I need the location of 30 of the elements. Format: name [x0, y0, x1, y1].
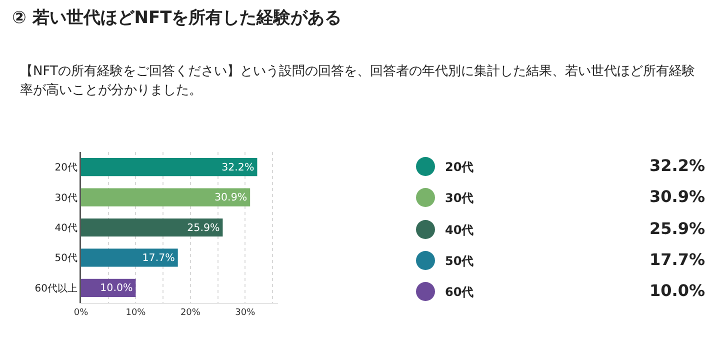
bar	[81, 248, 178, 267]
x-tick-label: 0%	[74, 308, 89, 318]
data-label: 32.2%	[222, 161, 254, 174]
data-label: 30.9%	[214, 192, 248, 204]
text: 60代	[445, 284, 474, 302]
text: 30代	[445, 190, 474, 208]
y-tick-label: 20代	[54, 162, 78, 174]
data-label: 10.0%	[100, 282, 133, 294]
y-tick-label: 60代以上	[34, 282, 78, 294]
text: 32.2%	[649, 156, 705, 175]
x-tick-label: 30%	[235, 308, 256, 318]
bar	[81, 158, 258, 176]
y-tick-label: 50代	[54, 253, 78, 264]
bar	[81, 188, 250, 206]
text: 17.7%	[649, 250, 705, 269]
text: 10.0%	[649, 281, 705, 300]
text: 50代	[445, 252, 474, 270]
text: 25.9%	[649, 218, 705, 238]
y-tick-label: 30代	[54, 192, 78, 204]
y-tick-label: 40代	[54, 223, 78, 234]
text: 30.9%	[649, 187, 705, 206]
data-label: 25.9%	[187, 222, 220, 234]
x-tick-label: 20%	[180, 308, 201, 318]
text: 【NFTの所有経験をご回答ください】という設問の回答を、回答者の年代別に集計した結果、若い世代ほど所有経験率が高いことが分かりました。	[20, 63, 696, 100]
bar	[81, 218, 223, 237]
text: 40代	[445, 222, 474, 239]
data-label: 17.7%	[142, 252, 176, 264]
chart-title: ② 若い世代ほどNFTを所有した経験がある	[12, 7, 342, 29]
text: 20代	[445, 159, 474, 176]
x-tick-label: 10%	[126, 308, 146, 318]
